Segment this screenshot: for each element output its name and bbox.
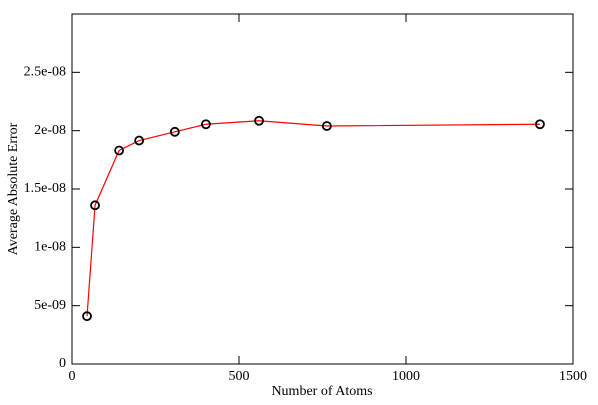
data-point <box>134 135 145 146</box>
data-point <box>90 200 100 211</box>
data-point <box>535 119 545 130</box>
y-tick-label: 1e-08 <box>34 240 66 255</box>
x-tick-label: 0 <box>69 369 76 384</box>
y-tick-label: 5e-09 <box>34 298 66 313</box>
data-point <box>201 119 211 130</box>
y-axis-label: Average Absolute Error <box>6 122 21 255</box>
y-tick-label: 0 <box>59 356 66 371</box>
data-line <box>86 120 540 317</box>
data-point <box>169 126 180 137</box>
plot-frame <box>71 13 574 365</box>
data-point <box>321 121 332 131</box>
y-tick-label: 1.5e-08 <box>24 181 66 196</box>
data-point <box>254 115 264 126</box>
data-point <box>82 311 92 322</box>
x-axis-label: Number of Atoms <box>271 384 372 399</box>
x-tick-label: 1000 <box>392 369 420 384</box>
y-tick-label: 2.5e-08 <box>24 65 66 80</box>
x-tick-label: 500 <box>229 369 250 384</box>
y-tick-label: 2e-08 <box>34 123 66 138</box>
data-point <box>114 145 124 156</box>
x-tick-label: 1500 <box>559 369 587 384</box>
